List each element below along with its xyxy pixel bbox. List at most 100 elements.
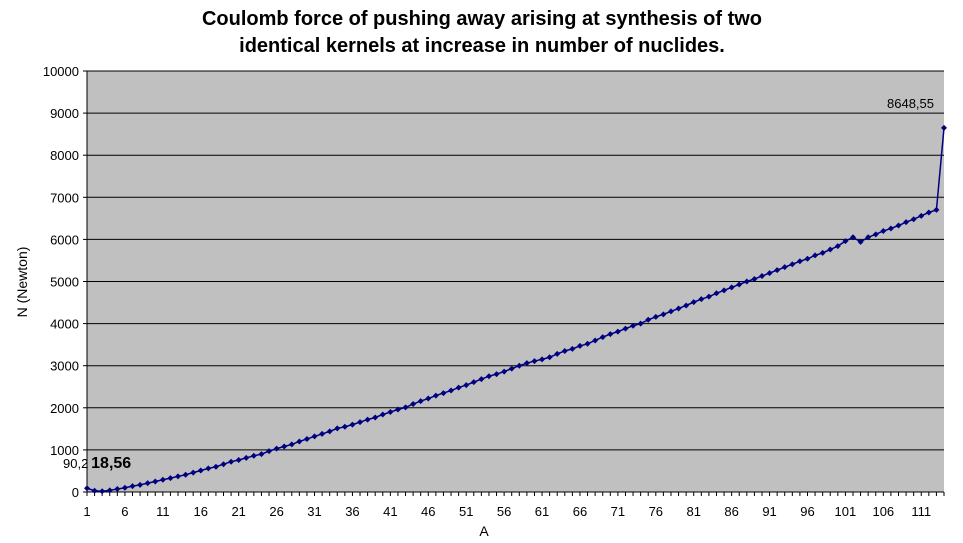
data-point — [607, 331, 614, 338]
data-point — [205, 465, 212, 472]
data-point — [827, 246, 834, 253]
x-tick-label: 6 — [121, 504, 128, 519]
data-point — [721, 287, 728, 294]
data-point — [539, 356, 546, 363]
annotation-layer: 90,2 18,56 8648,55 — [63, 96, 934, 472]
data-point — [197, 467, 204, 474]
data-point — [432, 392, 439, 399]
data-point — [599, 334, 606, 341]
data-point — [417, 398, 424, 405]
data-point — [258, 451, 265, 458]
data-point — [99, 488, 106, 495]
data-point — [645, 316, 652, 323]
data-point — [288, 441, 295, 448]
data-point — [622, 325, 629, 332]
data-point — [819, 249, 826, 256]
data-point — [394, 406, 401, 413]
data-point — [713, 290, 720, 297]
x-tick-label: 91 — [762, 504, 776, 519]
data-point — [918, 212, 925, 219]
data-point — [144, 480, 151, 487]
data-point — [243, 454, 250, 461]
x-tick-label: 11 — [156, 504, 170, 519]
data-point — [364, 416, 371, 423]
data-point — [569, 345, 576, 352]
data-point — [167, 475, 174, 482]
data-point — [554, 350, 561, 357]
data-point — [872, 231, 879, 238]
x-tick-label: 66 — [573, 504, 587, 519]
data-point — [857, 238, 864, 245]
x-tick-label: 101 — [835, 504, 857, 519]
data-point — [789, 261, 796, 268]
data-point — [592, 337, 599, 344]
data-point — [683, 302, 690, 309]
data-point — [228, 458, 235, 465]
data-point — [766, 270, 773, 277]
data-point — [842, 238, 849, 245]
data-point — [273, 445, 280, 452]
data-point — [698, 296, 705, 303]
x-tick-label: 31 — [307, 504, 321, 519]
data-point — [463, 382, 470, 389]
data-point — [751, 275, 758, 282]
data-point — [531, 358, 538, 365]
data-point — [804, 255, 811, 262]
data-point — [880, 227, 887, 234]
data-point — [334, 425, 341, 432]
data-point — [781, 264, 788, 271]
data-point — [652, 313, 659, 320]
x-tick-labels: 1 6 11 16 21 26 31 36 41 46 51 56 61 66 71 76 81 86 91 96 10… — [83, 504, 931, 519]
y-axis-title: N (Newton) — [14, 247, 30, 318]
data-point — [114, 486, 121, 493]
data-point — [266, 448, 273, 455]
y-tick-labels: 0 1000 2000 3000 4000 5000 6000 7000 8000 9000 100… — [43, 64, 79, 500]
data-point — [478, 376, 485, 383]
x-tick-label: 106 — [872, 504, 894, 519]
data-point — [758, 273, 765, 280]
data-point — [516, 362, 523, 369]
data-point — [440, 390, 447, 397]
data-point — [455, 384, 462, 391]
data-point — [372, 414, 379, 421]
x-tick-label: 1 — [83, 504, 90, 519]
y-tick-label: 10000 — [43, 64, 79, 79]
y-tick-label: 3000 — [50, 359, 79, 374]
x-tick-label: 111 — [911, 504, 931, 519]
x-tick-label: 61 — [535, 504, 549, 519]
data-point — [137, 481, 144, 488]
data-point — [159, 476, 166, 483]
data-point — [630, 322, 637, 329]
data-point — [941, 124, 947, 131]
x-tick-label: 16 — [194, 504, 208, 519]
x-tick-label: 46 — [421, 504, 435, 519]
chart-title-line-2: identical kernels at increase in number … — [239, 35, 725, 57]
data-point — [425, 395, 432, 402]
data-point — [796, 258, 803, 265]
x-tick-label: 51 — [459, 504, 473, 519]
x-tick-label: 41 — [383, 504, 397, 519]
chart-title-line-1: Coulomb force of pushing away arising at… — [202, 8, 762, 30]
data-point — [903, 219, 910, 226]
data-point — [895, 222, 902, 229]
y-tick-label: 4000 — [50, 317, 79, 332]
data-point — [523, 360, 530, 367]
data-point — [311, 433, 318, 440]
data-point — [508, 365, 515, 372]
data-point — [614, 328, 621, 335]
data-point — [341, 423, 348, 430]
data-point — [690, 299, 697, 306]
data-point — [812, 252, 819, 259]
data-point — [303, 435, 310, 442]
data-point — [493, 371, 500, 378]
data-point — [235, 457, 242, 464]
data-point — [561, 347, 568, 354]
data-point — [250, 452, 257, 459]
data-point — [357, 419, 364, 426]
data-point — [121, 484, 128, 491]
data-point — [379, 411, 386, 418]
data-point — [743, 278, 750, 285]
data-point — [281, 443, 288, 450]
data-point — [925, 209, 932, 216]
